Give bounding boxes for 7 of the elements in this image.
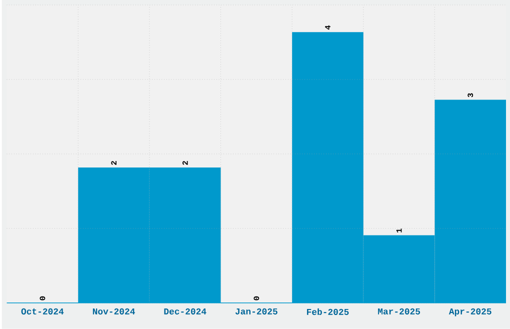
x-tick-label: Oct-2024 [21, 308, 64, 315]
x-tick-label: Jan-2025 [235, 308, 278, 315]
x-tick-label: Apr-2025 [448, 308, 492, 316]
x-tick-label: Nov-2024 [92, 308, 135, 315]
x-tick-label: Mar-2025 [378, 308, 420, 315]
x-tick-label: Dec-2024 [164, 308, 206, 315]
x-tick-label: Feb-2025 [307, 308, 349, 316]
